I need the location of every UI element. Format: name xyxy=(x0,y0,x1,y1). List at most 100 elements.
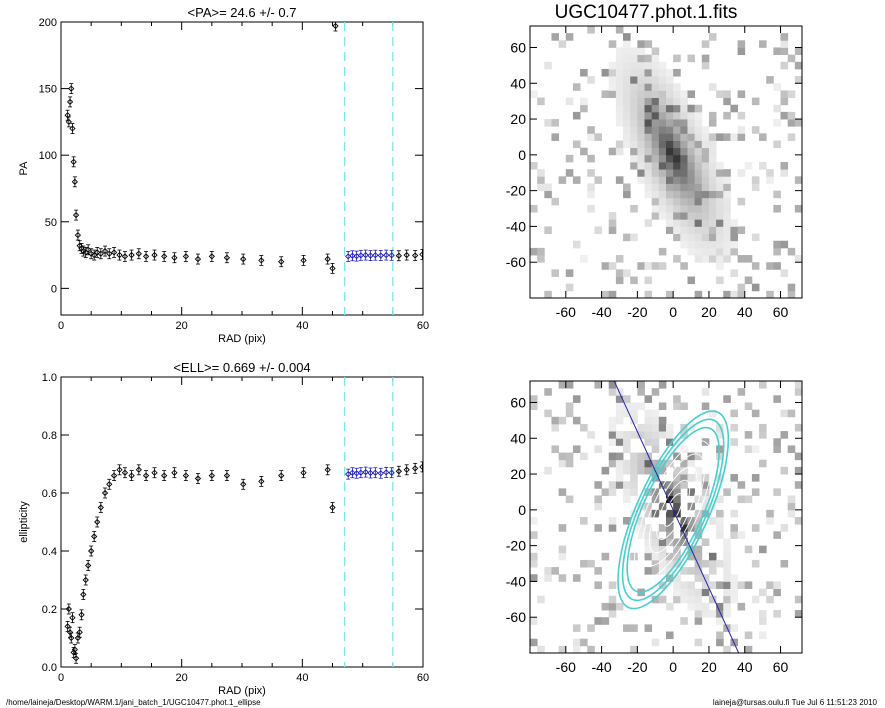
image-pixel xyxy=(680,119,688,127)
data-point xyxy=(106,481,113,488)
image-pixel xyxy=(623,33,631,41)
data-point xyxy=(80,591,87,598)
x-tick-label: 40 xyxy=(737,659,753,675)
image-pixel xyxy=(623,409,631,418)
image-pixel xyxy=(623,459,631,468)
image-pixel xyxy=(651,176,660,184)
image-pixel xyxy=(615,276,624,285)
image-pixel xyxy=(666,438,674,446)
image-pixel xyxy=(658,459,667,468)
image-pixel xyxy=(615,147,624,156)
image-pixel xyxy=(701,176,710,184)
image-pixel xyxy=(701,538,710,547)
image-pixel xyxy=(730,509,738,518)
image-pixel xyxy=(615,269,624,277)
image-pixel xyxy=(658,147,667,156)
image-pixel xyxy=(708,212,717,220)
image-pixel xyxy=(658,402,667,411)
image-pixel xyxy=(615,104,624,113)
image-pixel xyxy=(637,61,645,70)
image-pixel xyxy=(651,162,660,170)
image-pixel xyxy=(723,226,731,234)
x-tick-label: 40 xyxy=(737,304,753,320)
image-pixel xyxy=(673,395,681,403)
image-pixel xyxy=(658,61,667,70)
image-pixel xyxy=(687,212,696,220)
image-pixel xyxy=(623,40,631,48)
image-pixel xyxy=(615,97,624,106)
image-pixel xyxy=(587,624,595,632)
image-pixel xyxy=(737,495,746,504)
image-pixel xyxy=(708,169,717,177)
x-tick-label: -20 xyxy=(627,304,647,320)
image-pixel xyxy=(572,176,581,184)
data-point xyxy=(135,250,142,257)
image-pixel xyxy=(673,502,681,511)
image-pixel xyxy=(701,61,710,70)
image-pixel xyxy=(608,219,617,227)
image-pixel xyxy=(651,197,660,206)
data-point xyxy=(171,469,178,476)
data-point xyxy=(300,257,307,264)
image-pixel xyxy=(673,83,681,91)
image-pixel xyxy=(623,466,631,475)
image-pixel xyxy=(601,602,610,611)
image-pixel xyxy=(737,388,746,396)
image-pixel xyxy=(587,645,595,653)
image-pixel xyxy=(680,240,688,249)
image-pixel xyxy=(637,119,645,127)
image-pixel xyxy=(658,567,667,575)
image-pixel xyxy=(580,559,588,568)
image-pixel xyxy=(687,204,696,213)
image-pixel xyxy=(558,524,567,532)
image-pixel xyxy=(673,204,681,213)
data-point xyxy=(182,472,190,479)
y-tick-label: -40 xyxy=(506,573,526,589)
image-pixel xyxy=(623,269,631,277)
image-pixel xyxy=(666,495,674,504)
image-pixel xyxy=(644,76,653,84)
image-pixel xyxy=(708,247,717,256)
image-pixel xyxy=(658,545,667,554)
image-pixel xyxy=(608,147,617,156)
data-point xyxy=(72,211,80,219)
image-pixel xyxy=(658,111,667,120)
image-pixel xyxy=(744,645,753,653)
image-pixel xyxy=(723,645,731,653)
image-pixel xyxy=(530,552,538,561)
image-pixel xyxy=(608,40,617,48)
data-point xyxy=(412,252,419,259)
image-pixel xyxy=(737,255,746,263)
image-pixel xyxy=(587,126,595,134)
image-pixel xyxy=(701,169,710,177)
image-pixel xyxy=(701,581,710,589)
image-pixel xyxy=(716,197,724,206)
image-pixel xyxy=(723,219,731,227)
image-pixel xyxy=(615,438,624,446)
image-pixel xyxy=(680,581,688,589)
image-pixel xyxy=(780,40,789,48)
image-pixel xyxy=(780,47,789,56)
image-pixel xyxy=(680,190,688,199)
image-pixel xyxy=(651,431,660,439)
image-pixel xyxy=(666,119,674,127)
pa-x-label: RAD (pix) xyxy=(218,333,266,345)
image-pixel xyxy=(637,97,645,106)
image-pixel xyxy=(716,610,724,618)
image-pixel xyxy=(630,104,638,113)
image-pixel xyxy=(666,76,674,84)
image-pixel xyxy=(701,509,710,518)
image-pixel xyxy=(630,233,638,242)
image-pixel xyxy=(623,233,631,242)
image-pixel xyxy=(637,452,645,461)
image-pixel xyxy=(630,624,638,632)
image-pixel xyxy=(794,466,802,475)
data-point xyxy=(101,489,109,497)
image-pixel xyxy=(701,190,710,199)
image-pixel xyxy=(787,119,796,127)
x-tick-label: 20 xyxy=(176,672,188,684)
image-pixel xyxy=(694,474,703,482)
image-pixel xyxy=(558,645,567,653)
data-point xyxy=(403,251,410,259)
image-pixel xyxy=(759,610,767,618)
